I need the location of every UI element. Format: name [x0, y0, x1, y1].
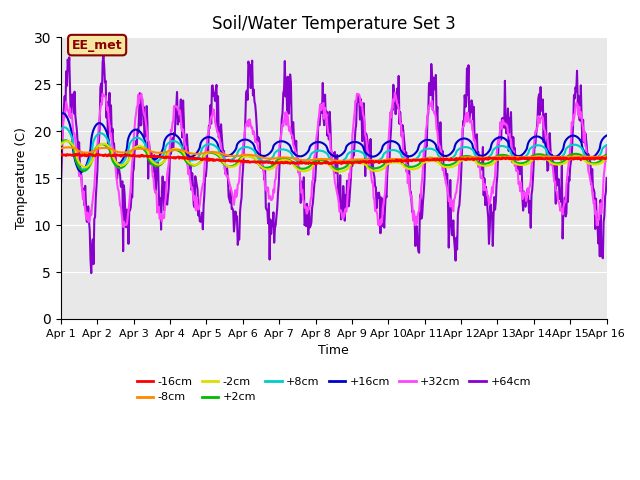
-16cm	[603, 155, 611, 161]
+2cm	[57, 140, 65, 146]
+8cm	[125, 147, 132, 153]
-16cm	[325, 161, 333, 167]
+16cm	[417, 140, 425, 145]
-2cm	[63, 138, 71, 144]
Line: +2cm: +2cm	[61, 140, 607, 171]
+16cm	[180, 148, 188, 154]
-2cm	[208, 149, 216, 155]
-16cm	[124, 152, 132, 158]
+16cm	[603, 132, 611, 138]
-8cm	[603, 154, 611, 159]
+64cm	[67, 115, 75, 120]
-2cm	[417, 163, 425, 168]
+2cm	[417, 158, 425, 164]
+64cm	[603, 175, 611, 181]
+8cm	[60, 124, 68, 130]
Y-axis label: Temperature (C): Temperature (C)	[15, 127, 28, 229]
+8cm	[209, 142, 216, 147]
+16cm	[77, 169, 85, 175]
-16cm	[402, 158, 410, 164]
+32cm	[402, 155, 410, 160]
-16cm	[57, 151, 65, 157]
+32cm	[208, 114, 216, 120]
+32cm	[603, 144, 611, 149]
-8cm	[57, 145, 65, 151]
-8cm	[417, 156, 425, 162]
+64cm	[402, 153, 410, 159]
+32cm	[179, 127, 187, 132]
+64cm	[417, 216, 425, 222]
+64cm	[57, 184, 65, 190]
-2cm	[337, 169, 344, 175]
-8cm	[124, 149, 132, 155]
+16cm	[125, 135, 132, 141]
+16cm	[60, 110, 67, 116]
+8cm	[79, 167, 87, 172]
+64cm	[180, 118, 188, 124]
-2cm	[402, 165, 410, 170]
+2cm	[80, 168, 88, 174]
Line: +64cm: +64cm	[61, 55, 607, 273]
+32cm	[124, 215, 132, 220]
Text: EE_met: EE_met	[72, 38, 122, 51]
Line: +16cm: +16cm	[61, 113, 607, 172]
+64cm	[88, 270, 95, 276]
-8cm	[68, 145, 76, 151]
+64cm	[100, 52, 108, 58]
+2cm	[61, 137, 69, 143]
+64cm	[125, 241, 132, 247]
+2cm	[125, 157, 132, 163]
+8cm	[402, 157, 410, 163]
+2cm	[68, 142, 76, 148]
+2cm	[603, 152, 611, 157]
-16cm	[179, 155, 187, 161]
-16cm	[67, 152, 75, 158]
+16cm	[57, 111, 65, 117]
+2cm	[402, 163, 410, 168]
+32cm	[417, 183, 425, 189]
-2cm	[57, 142, 65, 148]
-2cm	[179, 149, 187, 155]
+16cm	[402, 152, 410, 158]
-16cm	[74, 151, 82, 157]
-8cm	[208, 149, 216, 155]
+32cm	[119, 224, 127, 230]
Line: +32cm: +32cm	[61, 93, 607, 227]
+8cm	[603, 142, 611, 148]
+8cm	[417, 148, 425, 154]
+16cm	[68, 129, 76, 135]
-16cm	[208, 157, 216, 163]
+32cm	[391, 90, 399, 96]
+32cm	[57, 150, 65, 156]
+64cm	[209, 83, 216, 88]
+32cm	[67, 114, 75, 120]
-8cm	[64, 144, 72, 150]
+2cm	[209, 150, 216, 156]
+8cm	[57, 126, 65, 132]
Title: Soil/Water Temperature Set 3: Soil/Water Temperature Set 3	[212, 15, 456, 33]
-8cm	[402, 156, 410, 162]
Line: -16cm: -16cm	[61, 154, 607, 164]
Line: +8cm: +8cm	[61, 127, 607, 169]
-2cm	[68, 141, 76, 146]
-2cm	[603, 156, 611, 162]
Line: -8cm: -8cm	[61, 147, 607, 161]
+8cm	[180, 151, 188, 156]
Line: -2cm: -2cm	[61, 141, 607, 172]
Legend: -16cm, -8cm, -2cm, +2cm, +8cm, +16cm, +32cm, +64cm: -16cm, -8cm, -2cm, +2cm, +8cm, +16cm, +3…	[132, 372, 536, 407]
-16cm	[417, 157, 425, 163]
+16cm	[209, 135, 216, 141]
+8cm	[68, 134, 76, 140]
+2cm	[180, 154, 188, 159]
X-axis label: Time: Time	[318, 344, 349, 357]
-8cm	[179, 148, 187, 154]
-2cm	[124, 158, 132, 164]
-8cm	[338, 158, 346, 164]
